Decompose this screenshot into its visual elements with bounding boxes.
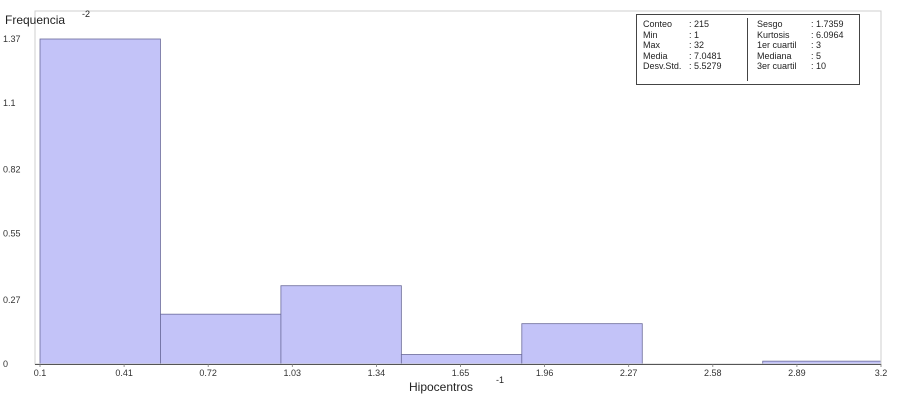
y-tick-label: 0 bbox=[3, 359, 8, 369]
stats-value: : 1 bbox=[689, 29, 700, 40]
x-tick-label: 1.65 bbox=[452, 368, 470, 378]
x-tick-label: 1.03 bbox=[284, 368, 302, 378]
y-tick-label: 0.55 bbox=[3, 229, 21, 239]
stats-label: Max bbox=[643, 40, 661, 51]
histogram-bar-5 bbox=[521, 323, 643, 365]
stats-label: 3er cuartil bbox=[757, 61, 797, 72]
x-tick-label: 0.72 bbox=[199, 368, 217, 378]
stats-label: 1er cuartil bbox=[757, 40, 797, 51]
x-tick-label: 1.34 bbox=[368, 368, 386, 378]
stats-row-left: Conteo : 215 bbox=[643, 19, 722, 30]
stats-value: : 3 bbox=[811, 40, 822, 51]
y-tick-label: 0.82 bbox=[3, 164, 21, 174]
x-tick-label: 3.2 bbox=[875, 368, 888, 378]
x-tick-label: 1.96 bbox=[536, 368, 554, 378]
stats-row-left: Media : 7.0481 bbox=[643, 51, 722, 62]
stats-label: Sesgo bbox=[757, 19, 783, 29]
stats-row-left: Max : 32 bbox=[643, 40, 722, 51]
x-tick-label: 2.58 bbox=[704, 368, 722, 378]
y-axis-label: Frequencia bbox=[5, 13, 65, 27]
stats-row-right: 1er cuartil : 3 bbox=[757, 40, 844, 51]
histogram-bar-4 bbox=[400, 354, 523, 365]
x-tick-label: 2.27 bbox=[620, 368, 638, 378]
histogram-bar-2 bbox=[160, 313, 282, 365]
stats-value: : 32 bbox=[689, 40, 705, 51]
stats-value: : 7.0481 bbox=[689, 50, 722, 61]
stats-divider bbox=[747, 18, 748, 81]
x-axis-exponent: -1 bbox=[496, 375, 504, 385]
y-tick-label: 0.27 bbox=[3, 295, 21, 305]
stats-row-left: Desv.Std. : 5.5279 bbox=[643, 61, 722, 72]
statistics-panel: Conteo: 215 Min: 1 Max: 32 Media: 7.0481 Des… bbox=[636, 14, 860, 85]
x-axis-label: Hipocentros bbox=[409, 380, 473, 394]
stats-value: : 10 bbox=[811, 61, 827, 72]
histogram-bar-3 bbox=[280, 285, 402, 365]
stats-value: : 6.0964 bbox=[811, 29, 844, 40]
x-tick-label: 0.1 bbox=[34, 368, 47, 378]
stats-row-left: Min : 1 bbox=[643, 30, 722, 41]
stats-row-right: Mediana : 5 bbox=[757, 51, 844, 62]
stats-label: Desv.Std. bbox=[643, 61, 682, 72]
stats-label: Min bbox=[643, 29, 658, 40]
y-axis-title: Frequencia bbox=[5, 13, 65, 27]
stats-column-right: Sesgo: 1.7359 Kurtosis: 6.0964 1er cuartil… bbox=[757, 19, 844, 72]
stats-value: : 215 bbox=[689, 19, 710, 29]
stats-label: Kurtosis bbox=[757, 29, 790, 40]
stats-label: Conteo bbox=[643, 19, 673, 29]
stats-column-left: Conteo: 215 Min: 1 Max: 32 Media: 7.0481 Des… bbox=[643, 19, 722, 72]
stats-value: : 5 bbox=[811, 50, 822, 61]
stats-row-right: 3er cuartil : 10 bbox=[757, 61, 844, 72]
y-tick-label: 1.37 bbox=[3, 34, 21, 44]
histogram-bar-1 bbox=[39, 38, 161, 365]
x-tick-label: 0.41 bbox=[115, 368, 133, 378]
y-tick-label: 1.1 bbox=[3, 98, 16, 108]
stats-label: Media bbox=[643, 50, 668, 61]
y-axis-exponent: -2 bbox=[82, 9, 90, 19]
stats-row-right: Kurtosis : 6.0964 bbox=[757, 30, 844, 41]
x-tick-label: 2.89 bbox=[788, 368, 806, 378]
stats-label: Mediana bbox=[757, 50, 792, 61]
stats-value: : 1.7359 bbox=[811, 19, 844, 29]
stats-value: : 5.5279 bbox=[689, 61, 722, 72]
stats-row-right: Sesgo : 1.7359 bbox=[757, 19, 844, 30]
